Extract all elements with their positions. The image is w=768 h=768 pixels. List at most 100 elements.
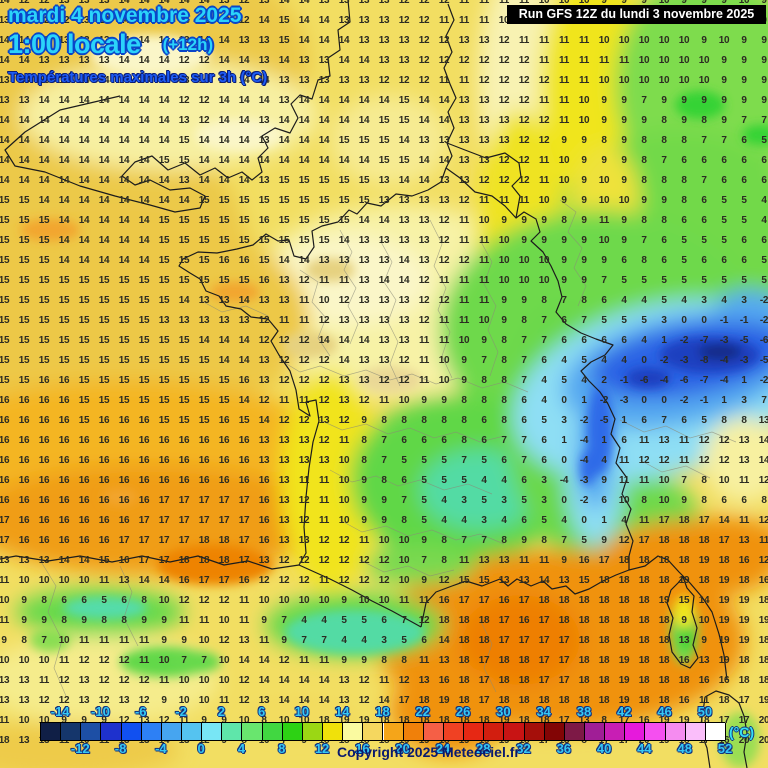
grid-temp-value: 9: [681, 615, 687, 626]
grid-temp-value: 9: [581, 195, 587, 206]
grid-temp-value: 11: [319, 495, 329, 506]
grid-temp-value: 10: [538, 275, 550, 286]
grid-temp-value: 11: [459, 15, 469, 26]
grid-temp-value: 16: [58, 415, 70, 426]
grid-temp-value: 14: [758, 455, 768, 466]
grid-temp-value: 5: [701, 275, 707, 286]
grid-temp-value: 15: [338, 175, 350, 186]
grid-temp-value: 18: [178, 555, 190, 566]
france-coast: [178, 167, 447, 566]
grid-temp-value: 12: [498, 175, 510, 186]
grid-temp-value: 8: [141, 595, 147, 606]
grid-temp-value: 14: [58, 215, 70, 226]
grid-temp-value: 14: [38, 95, 50, 106]
grid-temp-value: 16: [38, 455, 50, 466]
grid-temp-value: 12: [38, 15, 50, 26]
grid-temp-value: 12: [458, 55, 470, 66]
grid-temp-value: 14: [0, 175, 10, 186]
grid-temp-value: 14: [58, 95, 70, 106]
grid-temp-value: 9: [581, 255, 587, 266]
grid-temp-value: 17: [238, 535, 250, 546]
colorbar-tick-label: 42: [617, 704, 632, 719]
grid-temp-value: 10: [398, 555, 410, 566]
grid-temp-value: 9: [621, 95, 627, 106]
colorbar-cell: [484, 723, 505, 740]
grid-temp-value: 4: [301, 615, 307, 626]
grid-temp-value: 16: [178, 435, 190, 446]
grid-temp-value: 10: [238, 715, 250, 726]
grid-temp-value: 16: [38, 395, 50, 406]
grid-temp-value: 14: [78, 135, 90, 146]
grid-temp-value: 13: [358, 355, 370, 366]
grid-temp-value: 15: [118, 315, 130, 326]
grid-temp-value: 15: [98, 275, 110, 286]
colorbar-cell: [605, 723, 626, 740]
grid-temp-value: 5: [721, 235, 727, 246]
grid-temp-value: 10: [718, 475, 730, 486]
grid-temp-value: 12: [478, 175, 490, 186]
grid-temp-value: 10: [478, 315, 490, 326]
grid-temp-value: 15: [178, 235, 190, 246]
date-label: mardi 4 novembre 2025: [8, 4, 242, 27]
grid-temp-value: 12: [38, 695, 50, 706]
grid-temp-value: 18: [578, 615, 590, 626]
grid-temp-value: 14: [318, 95, 330, 106]
grid-temp-value: 14: [258, 75, 270, 86]
grid-temp-value: 13: [278, 295, 290, 306]
grid-temp-value: 9: [721, 95, 727, 106]
grid-temp-value: 20: [758, 715, 768, 726]
grid-temp-value: 13: [458, 175, 470, 186]
grid-temp-value: 14: [298, 115, 310, 126]
grid-temp-value: 19: [618, 675, 630, 686]
grid-temp-value: 13: [78, 55, 90, 66]
grid-temp-value: -2: [679, 335, 689, 346]
grid-temp-value: 11: [539, 95, 549, 106]
grid-temp-value: -4: [719, 355, 729, 366]
grid-temp-value: 13: [338, 75, 350, 86]
grid-temp-value: 6: [681, 155, 687, 166]
grid-temp-value: 10: [318, 595, 330, 606]
grid-temp-value: 13: [378, 175, 390, 186]
grid-temp-value: 10: [738, 0, 750, 6]
grid-temp-value: 19: [738, 615, 750, 626]
grid-temp-value: 12: [498, 95, 510, 106]
grid-temp-value: 4: [641, 335, 647, 346]
grid-temp-value: 5: [581, 355, 587, 366]
colorbar-cell: [383, 723, 404, 740]
grid-temp-value: 17: [218, 515, 230, 526]
grid-temp-value: 6: [761, 235, 767, 246]
grid-temp-value: 18: [678, 535, 690, 546]
grid-temp-value: 15: [98, 335, 110, 346]
grid-temp-value: 18: [758, 655, 768, 666]
grid-temp-value: 13: [318, 255, 330, 266]
grid-temp-value: 15: [118, 335, 130, 346]
grid-temp-value: 13: [238, 35, 250, 46]
grid-temp-value: 12: [258, 335, 270, 346]
grid-temp-value: 1: [721, 395, 727, 406]
grid-temp-value: 11: [139, 635, 149, 646]
grid-temp-value: 16: [98, 515, 110, 526]
grid-temp-value: 14: [98, 215, 110, 226]
grid-temp-value: 13: [438, 135, 450, 146]
grid-temp-value: 7: [721, 135, 727, 146]
grid-temp-value: 14: [318, 135, 330, 146]
grid-temp-value: 14: [98, 255, 110, 266]
grid-temp-value: 14: [138, 15, 150, 26]
grid-temp-value: 18: [598, 675, 610, 686]
grid-temp-value: 3: [661, 315, 667, 326]
grid-temp-value: 9: [661, 195, 667, 206]
grid-temp-value: 12: [338, 535, 350, 546]
grid-temp-value: 12: [298, 415, 310, 426]
grid-temp-value: 5: [741, 215, 747, 226]
grid-temp-value: 10: [558, 155, 570, 166]
grid-temp-value: 15: [178, 275, 190, 286]
grid-temp-value: 13: [278, 515, 290, 526]
grid-temp-value: 13: [278, 435, 290, 446]
grid-temp-value: -5: [759, 355, 768, 366]
grid-temp-value: 17: [598, 555, 610, 566]
grid-temp-value: 15: [278, 15, 290, 26]
grid-temp-value: 9: [581, 135, 587, 146]
grid-temp-value: 5: [701, 235, 707, 246]
grid-temp-value: 19: [618, 695, 630, 706]
